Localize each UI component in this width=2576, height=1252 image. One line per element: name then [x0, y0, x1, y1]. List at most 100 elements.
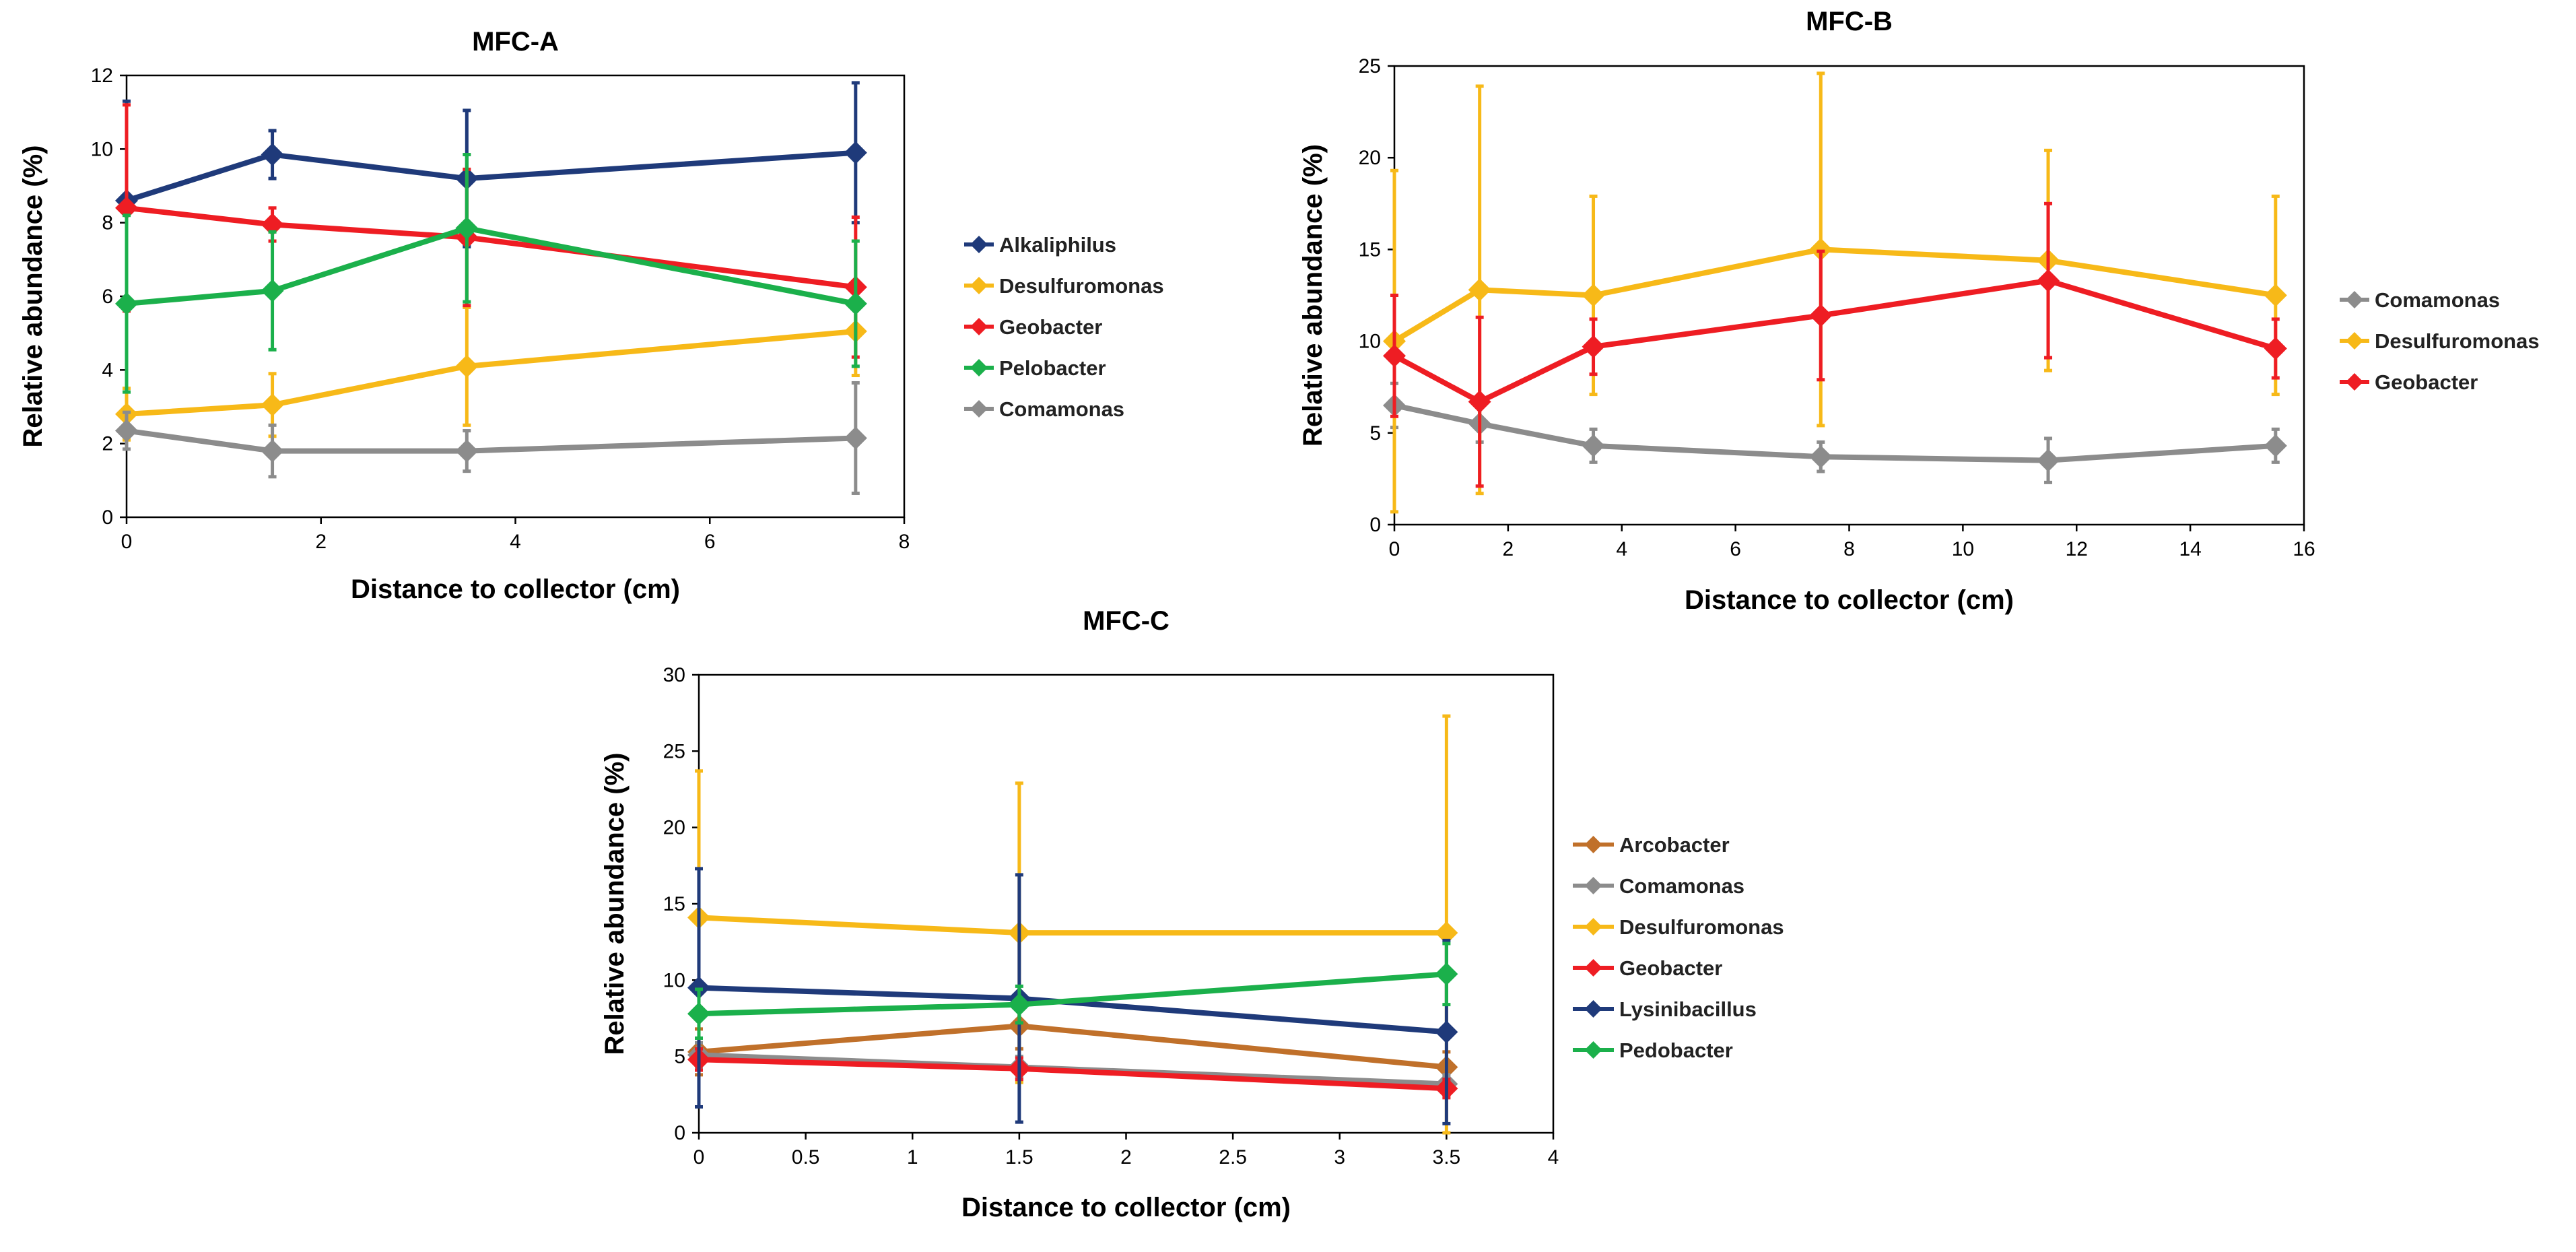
data-point	[687, 1002, 710, 1026]
data-point	[261, 143, 284, 166]
legend-item-pelobacter: Pelobacter	[964, 356, 1106, 380]
x-tick-label: 6	[1730, 538, 1741, 560]
legend-item-lysinibacillus: Lysinibacillus	[1573, 997, 1757, 1021]
legend-swatch-marker	[2346, 291, 2363, 308]
series-line	[698, 915, 1447, 936]
x-tick-label: 3.5	[1433, 1146, 1461, 1168]
data-point	[2264, 337, 2287, 360]
series-desulfuromonas	[115, 285, 867, 442]
y-tick-label: 20	[1359, 147, 1381, 169]
x-tick-label: 12	[2066, 538, 2088, 560]
x-tick-label: 4	[510, 531, 521, 553]
data-point	[455, 354, 479, 378]
legend-swatch-marker	[1584, 1041, 1602, 1059]
y-tick-label: 10	[1359, 331, 1381, 353]
x-tick-label: 2	[315, 531, 327, 553]
data-point	[115, 196, 138, 220]
legend-label: Geobacter	[1619, 956, 1722, 980]
data-point	[115, 419, 138, 442]
legend-item-geobacter: Geobacter	[1573, 956, 1722, 980]
legend-label: Comamonas	[2375, 288, 2500, 312]
data-point	[1435, 1020, 1458, 1044]
x-axis-title: Distance to collector (cm)	[1685, 585, 2014, 615]
series-geobacter	[1383, 201, 2287, 488]
y-tick-label: 20	[663, 817, 685, 839]
data-point	[1809, 445, 1833, 469]
series-line	[1394, 403, 2276, 463]
data-point	[1582, 434, 1605, 457]
data-point	[2264, 284, 2287, 307]
y-tick-label: 12	[91, 65, 113, 87]
legend-label: Desulfuromonas	[999, 274, 1164, 298]
legend-label: Geobacter	[2375, 370, 2478, 394]
y-tick-label: 0	[102, 506, 113, 529]
y-tick-label: 25	[1359, 55, 1381, 77]
legend-swatch-marker	[1584, 918, 1602, 935]
y-tick-label: 0	[674, 1122, 685, 1144]
legend-swatch-marker	[1584, 1000, 1602, 1018]
legend-item-comamonas: Comamonas	[964, 397, 1124, 421]
data-point	[2037, 449, 2060, 472]
legend-label: Alkaliphilus	[999, 233, 1116, 257]
y-tick-label: 6	[102, 286, 113, 308]
series-line	[126, 205, 856, 290]
legend-swatch-marker	[970, 277, 988, 294]
legend-swatch-marker	[1584, 836, 1602, 853]
x-tick-label: 2.5	[1219, 1146, 1247, 1168]
data-point	[455, 439, 479, 463]
series-line	[125, 150, 856, 203]
legend-label: Lysinibacillus	[1619, 997, 1757, 1021]
data-point	[1809, 304, 1833, 327]
y-tick-label: 8	[102, 212, 113, 234]
y-axis-title: Relative abundance (%)	[600, 752, 630, 1055]
x-tick-label: 8	[899, 531, 910, 553]
legend-swatch-marker	[1584, 877, 1602, 894]
x-tick-label: 0	[693, 1146, 705, 1168]
legend-label: Arcobacter	[1619, 833, 1730, 857]
data-point	[844, 426, 867, 450]
legend-item-alkaliphilus: Alkaliphilus	[964, 233, 1116, 257]
y-tick-label: 25	[663, 740, 685, 762]
y-tick-label: 0	[1369, 514, 1381, 536]
legend-label: Comamonas	[999, 397, 1124, 421]
x-tick-label: 16	[2293, 538, 2315, 560]
series-line	[126, 225, 856, 306]
chart-mfc-c: MFC-C 0 5 10 15 20 25 30 0 0.5 1 1.5 2 2.5 3 3.5 4 Distan…	[600, 606, 1784, 1222]
x-tick-label: 8	[1843, 538, 1855, 560]
legend-item-geobacter: Geobacter	[964, 315, 1102, 339]
series-comamonas	[115, 381, 867, 495]
chart-title: MFC-A	[472, 27, 559, 57]
x-tick-label: 4	[1548, 1146, 1559, 1168]
legend-item-pedobacter: Pedobacter	[1573, 1039, 1733, 1062]
series-line	[126, 328, 856, 417]
x-tick-label: 4	[1616, 538, 1627, 560]
x-tick-label: 1.5	[1005, 1146, 1033, 1168]
legend-label: Comamonas	[1619, 874, 1744, 898]
legend-item-comamonas: Comamonas	[2340, 288, 2500, 312]
data-point	[1468, 390, 1491, 414]
data-point	[261, 213, 284, 236]
x-tick-label: 0.5	[792, 1146, 820, 1168]
x-tick-label: 3	[1334, 1146, 1345, 1168]
legend-item-comamonas: Comamonas	[1573, 874, 1744, 898]
series-line	[1393, 277, 2276, 405]
data-point	[1383, 344, 1406, 368]
x-tick-label: 14	[2179, 538, 2201, 560]
legend-swatch-marker	[970, 318, 988, 335]
data-point	[1809, 238, 1833, 261]
series-pelobacter	[115, 153, 867, 394]
y-tick-label: 30	[663, 664, 685, 686]
legend-swatch-marker	[2346, 332, 2363, 350]
y-tick-label: 2	[102, 433, 113, 455]
y-axis-title: Relative abundance (%)	[1298, 144, 1328, 447]
legend-item-desulfuromonas: Desulfuromonas	[1573, 915, 1784, 939]
chart-title: MFC-B	[1806, 7, 1893, 36]
legend-swatch-marker	[970, 236, 988, 253]
legend-swatch-marker	[970, 400, 988, 418]
series-alkaliphilus	[115, 81, 867, 302]
data-point	[1435, 962, 1458, 986]
series-line	[698, 1057, 1447, 1092]
data-point	[261, 279, 284, 302]
x-tick-label: 2	[1503, 538, 1514, 560]
data-point	[261, 393, 284, 417]
